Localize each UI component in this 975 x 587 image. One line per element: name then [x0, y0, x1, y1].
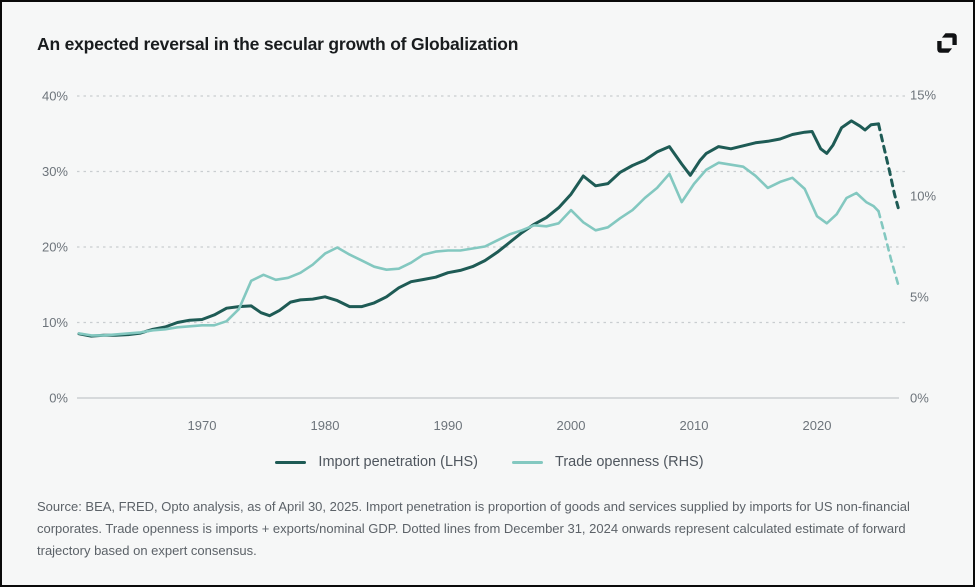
forecast-dashed-line-trade-openness [877, 209, 901, 291]
right-axis-tick-label: 10% [910, 189, 936, 204]
left-axis-tick-label: 10% [42, 315, 68, 330]
chart-legend: Import penetration (LHS) Trade openness … [2, 454, 973, 470]
x-axis-tick-label: 2000 [557, 418, 586, 433]
x-axis-tick-label: 1970 [188, 418, 217, 433]
opto-logo-icon [937, 33, 957, 53]
series-line-trade-openness [77, 161, 880, 337]
series-line-import-penetration [77, 119, 880, 338]
x-axis-tick-label: 2010 [680, 418, 709, 433]
page-title: An expected reversal in the secular grow… [37, 34, 519, 54]
trade-openness-swatch [512, 460, 543, 464]
right-axis-tick-label: 0% [910, 391, 929, 406]
legend-item-trade-openness[interactable]: Trade openness (RHS) [512, 454, 704, 470]
legend-item-import-penetration[interactable]: Import penetration (LHS) [275, 454, 478, 470]
import-penetration-swatch [275, 460, 307, 464]
left-axis-tick-label: 30% [42, 164, 68, 179]
right-axis-tick-label: 5% [910, 290, 929, 305]
left-axis-tick-label: 0% [49, 391, 68, 406]
legend-label: Trade openness (RHS) [555, 454, 704, 470]
forecast-dashed-line-import-penetration [877, 122, 900, 210]
left-axis-tick-label: 20% [42, 240, 68, 255]
x-axis-tick-label: 2020 [803, 418, 832, 433]
legend-label: Import penetration (LHS) [318, 454, 478, 470]
x-axis-tick-label: 1980 [311, 418, 340, 433]
right-axis-tick-label: 15% [910, 88, 936, 103]
source-note: Source: BEA, FRED, Opto analysis, as of … [37, 499, 910, 559]
left-axis-tick-label: 40% [42, 89, 68, 104]
x-axis-tick-label: 1990 [434, 418, 463, 433]
